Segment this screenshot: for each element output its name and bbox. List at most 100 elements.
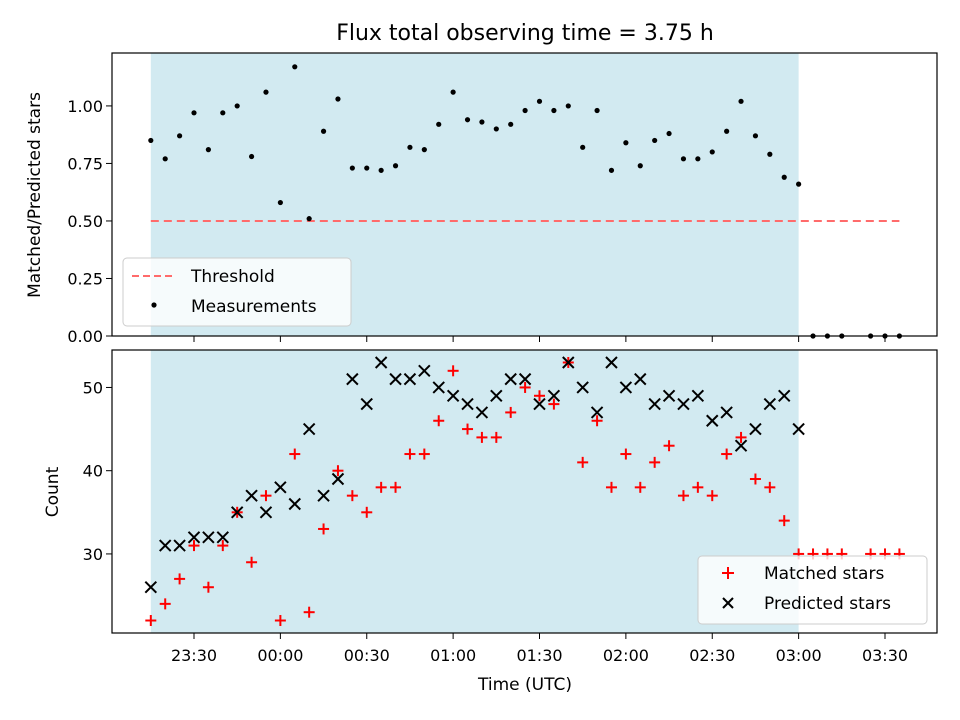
matched-star-point bbox=[289, 448, 301, 460]
legend-matched-swatch bbox=[722, 567, 734, 579]
predicted-star-point bbox=[259, 506, 273, 519]
measurement-point bbox=[551, 107, 557, 114]
measurement-point bbox=[536, 98, 543, 104]
predicted-star-point bbox=[346, 372, 359, 386]
matched-star-point bbox=[462, 423, 474, 435]
bottom-panel: 30 40 50 23:30 00:00 00:30 01:00 01:30 02:00 02:… bbox=[43, 349, 938, 695]
bottom-x-ticks: 23:30 00:00 00:30 01:00 01:30 02:00 02:30 03:00… bbox=[171, 633, 908, 665]
top-y-ticks: 0.00 0.25 0.50 0.75 1.00 bbox=[67, 97, 112, 346]
matched-star-point bbox=[274, 615, 286, 627]
predicted-star-point bbox=[144, 581, 158, 594]
matched-star-point bbox=[159, 598, 171, 610]
predicted-star-point bbox=[763, 397, 777, 411]
measurement-point bbox=[392, 163, 399, 169]
y-tick-label: 0.25 bbox=[67, 269, 103, 288]
bottom-y-ticks: 30 40 50 bbox=[83, 378, 112, 564]
predicted-star-point bbox=[302, 422, 316, 436]
predicted-star-point bbox=[360, 397, 373, 411]
predicted-star-point bbox=[662, 389, 676, 402]
x-tick-label: 03:00 bbox=[776, 646, 822, 665]
predicted-star-point bbox=[475, 406, 489, 419]
matched-star-point bbox=[303, 606, 315, 618]
matched-star-point bbox=[505, 406, 517, 418]
matched-star-point bbox=[404, 448, 416, 460]
measurement-point bbox=[277, 199, 283, 206]
measurement-point bbox=[666, 130, 672, 137]
x-tick-label: 01:00 bbox=[430, 646, 476, 665]
top-x-ticks bbox=[193, 336, 886, 342]
legend-measurements-label: Measurements bbox=[191, 297, 317, 317]
predicted-star-point bbox=[547, 389, 561, 402]
measurement-point bbox=[177, 133, 183, 139]
matched-star-point bbox=[620, 448, 632, 460]
matched-star-point bbox=[174, 573, 186, 585]
matched-star-point bbox=[778, 515, 790, 527]
x-tick-label: 00:00 bbox=[257, 646, 303, 665]
predicted-star-point bbox=[446, 389, 460, 402]
measurement-point bbox=[205, 147, 211, 153]
predicted-star-point bbox=[274, 481, 287, 494]
matched-star-point bbox=[663, 440, 675, 452]
matched-star-point bbox=[447, 365, 459, 377]
measurement-point bbox=[623, 140, 629, 146]
matched-star-point bbox=[433, 415, 445, 427]
predicted-star-point bbox=[403, 372, 417, 386]
measurement-point bbox=[148, 137, 154, 144]
matched-star-point bbox=[188, 540, 200, 552]
matched-star-point bbox=[764, 481, 776, 493]
measurement-point bbox=[493, 126, 499, 132]
measurement-point bbox=[724, 128, 730, 134]
measurement-point bbox=[378, 167, 384, 173]
x-tick-label: 23:30 bbox=[171, 646, 217, 665]
matched-star-point bbox=[634, 481, 646, 493]
legend-predicted-label: Predicted stars bbox=[764, 594, 891, 614]
matched-star-point bbox=[390, 481, 402, 493]
y-tick-label: 1.00 bbox=[67, 97, 103, 116]
predicted-star-point bbox=[706, 414, 719, 427]
measurement-point bbox=[407, 144, 413, 150]
matched-star-point bbox=[246, 556, 258, 568]
bottom-axes-frame bbox=[111, 349, 938, 634]
legend-predicted-swatch bbox=[722, 597, 734, 609]
predicted-star-point bbox=[518, 372, 532, 386]
predicted-star-point bbox=[619, 381, 633, 394]
measurement-point bbox=[349, 165, 355, 171]
observing-window-shade-bottom bbox=[150, 350, 799, 633]
matched-star-point bbox=[260, 490, 272, 502]
predicted-star-point bbox=[648, 397, 661, 411]
measurement-point bbox=[162, 156, 168, 162]
measurement-point bbox=[306, 216, 312, 222]
y-tick-label: 0.50 bbox=[67, 212, 103, 231]
predicted-star-point bbox=[634, 372, 647, 386]
measurement-point bbox=[637, 163, 643, 169]
measurement-point bbox=[248, 153, 255, 160]
matched-star-point bbox=[476, 431, 488, 443]
x-tick-label: 02:30 bbox=[689, 646, 735, 665]
x-tick-label: 02:00 bbox=[603, 646, 649, 665]
measurement-point bbox=[292, 64, 298, 70]
x-tick-label: 00:30 bbox=[344, 646, 390, 665]
measurement-point bbox=[781, 174, 787, 180]
predicted-star-point bbox=[605, 356, 618, 369]
predicted-star-point bbox=[245, 489, 258, 502]
measurement-point bbox=[421, 147, 427, 153]
matched-star-point bbox=[749, 473, 761, 485]
matched-star-point bbox=[548, 398, 560, 410]
predicted-star-point bbox=[778, 389, 791, 402]
predicted-star-point bbox=[187, 531, 201, 544]
measurement-point bbox=[565, 103, 571, 109]
matched-star-point bbox=[490, 431, 502, 443]
measurement-point bbox=[796, 181, 802, 187]
predicted-star-point bbox=[432, 381, 445, 394]
predicted-star-point bbox=[504, 372, 517, 386]
measurement-point bbox=[680, 156, 687, 162]
bottom-y-axis-label: Count bbox=[43, 466, 63, 517]
predicted-star-point bbox=[159, 539, 172, 552]
measurement-point bbox=[580, 144, 586, 150]
predicted-star-point bbox=[576, 381, 589, 394]
top-panel: 0.00 0.25 0.50 0.75 1.00 Flux total observin… bbox=[25, 21, 938, 346]
measurement-point bbox=[695, 156, 701, 162]
measurement-point bbox=[436, 121, 442, 127]
matched-star-point bbox=[677, 490, 689, 502]
